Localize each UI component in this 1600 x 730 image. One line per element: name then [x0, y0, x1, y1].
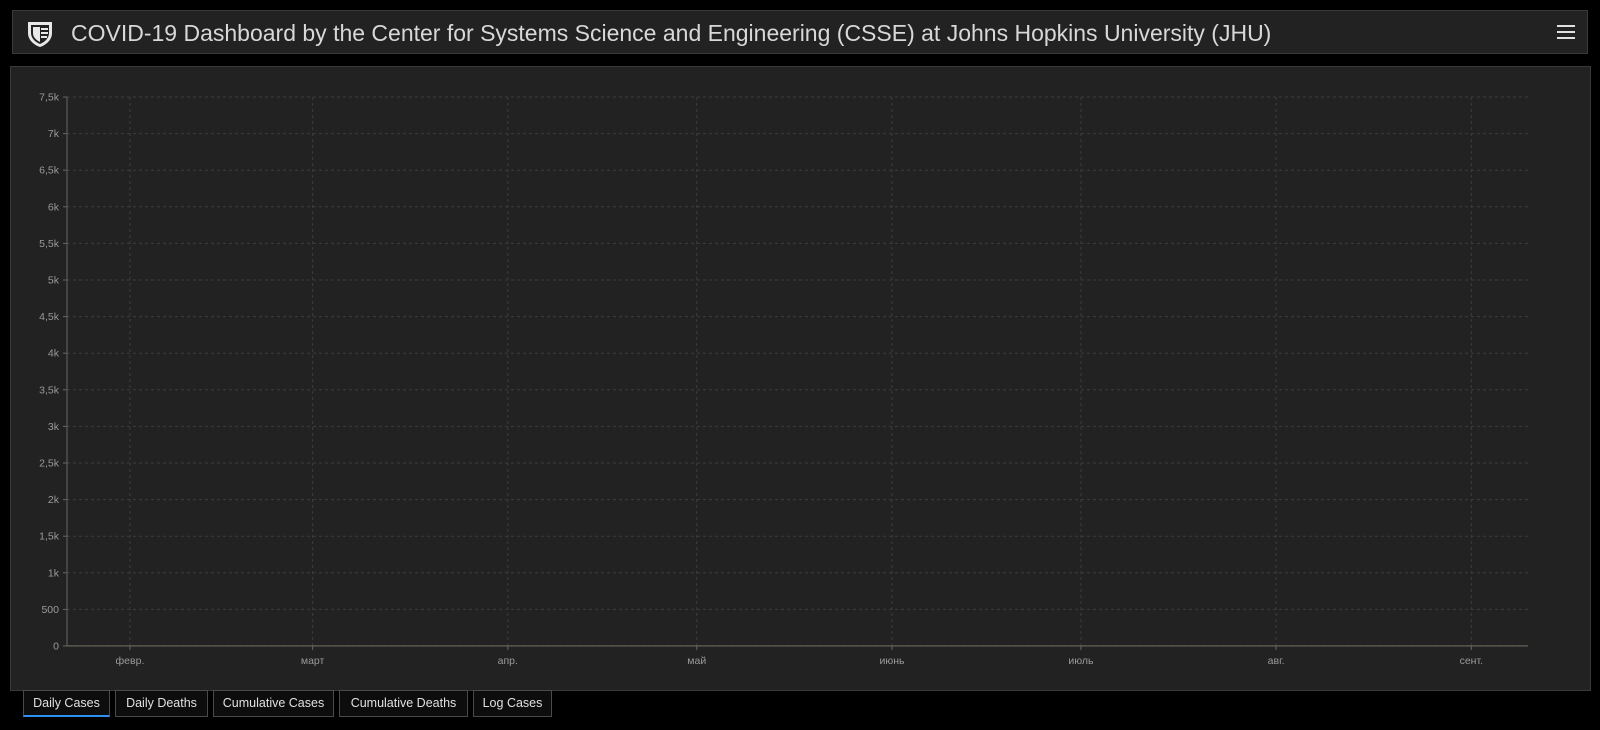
jhu-shield-logo-icon	[28, 22, 52, 47]
tab-cumulative-deaths[interactable]: Cumulative Deaths	[339, 690, 468, 717]
chart-grid	[67, 96, 1528, 646]
y-tick-label: 4,5k	[39, 311, 60, 323]
x-tick-label: июль	[1068, 655, 1094, 667]
x-tick-label: апр.	[498, 655, 518, 667]
y-tick-label: 5k	[48, 275, 60, 287]
y-tick-label: 6,5k	[39, 165, 60, 177]
x-tick-label: май	[687, 655, 706, 667]
y-tick-label: 2k	[48, 494, 60, 506]
daily-cases-chart: 0 500 1k 1,5k 2k 2,5k 3k 3,5k 4k 4,5k 5k 5,5k 6k 6,5k…	[39, 92, 1528, 667]
y-tick-label: 500	[41, 604, 59, 616]
chart-axes: 0 500 1k 1,5k 2k 2,5k 3k 3,5k 4k 4,5k 5k 5,5k 6k 6,5k…	[39, 92, 1528, 667]
tab-daily-cases[interactable]: Daily Cases	[23, 690, 110, 717]
daily-cases-chart-panel: 0 500 1k 1,5k 2k 2,5k 3k 3,5k 4k 4,5k 5k 5,5k 6k 6,5k…	[10, 66, 1591, 691]
y-tick-label: 0	[53, 641, 59, 653]
tab-log-cases[interactable]: Log Cases	[473, 690, 552, 717]
y-tick-label: 4k	[48, 348, 60, 360]
tab-daily-deaths[interactable]: Daily Deaths	[115, 690, 208, 717]
dashboard-title: COVID-19 Dashboard by the Center for Sys…	[71, 20, 1272, 46]
y-tick-label: 5,5k	[39, 238, 60, 250]
dashboard-header: COVID-19 Dashboard by the Center for Sys…	[12, 10, 1588, 54]
y-tick-label: 6k	[48, 201, 60, 213]
y-tick-label: 1,5k	[39, 531, 60, 543]
y-tick-label: 3k	[48, 421, 60, 433]
x-tick-label: авг.	[1268, 655, 1285, 667]
hamburger-menu-icon[interactable]	[1555, 21, 1577, 43]
y-tick-label: 2,5k	[39, 458, 60, 470]
x-tick-label: сент.	[1460, 655, 1483, 667]
y-tick-label: 7,5k	[39, 92, 60, 104]
y-tick-label: 7k	[48, 128, 60, 140]
x-tick-label: июнь	[879, 655, 905, 667]
x-tick-label: февр.	[116, 655, 145, 667]
y-tick-label: 3,5k	[39, 384, 60, 396]
y-tick-label: 1k	[48, 567, 60, 579]
x-tick-label: март	[301, 655, 325, 667]
tab-cumulative-cases[interactable]: Cumulative Cases	[213, 690, 334, 717]
